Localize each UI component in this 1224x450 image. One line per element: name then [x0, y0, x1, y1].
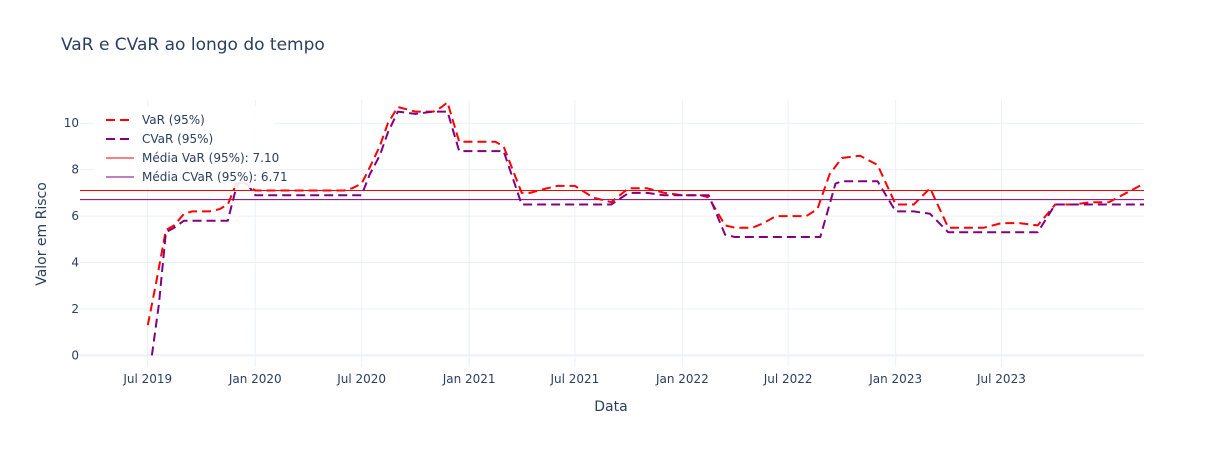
legend-label: Média VaR (95%): 7.10: [142, 151, 279, 165]
y-tick-label: 8: [71, 163, 79, 177]
x-tick-label: Jan 2023: [868, 372, 922, 386]
series-line: [146, 101, 1145, 326]
chart-title: VaR e CVaR ao longo do tempo: [61, 35, 325, 55]
y-axis-title: Valor em Risco: [34, 182, 50, 286]
series-lines: [146, 101, 1145, 356]
x-tick-label: Jul 2023: [976, 372, 1026, 386]
legend-label: CVaR (95%): [142, 132, 213, 146]
x-tick-labels: Jul 2019 Jan 2020 Jul 2020 Jan 2021 Jul 2021…: [122, 372, 1025, 386]
x-tick-label: Jan 2021: [442, 372, 496, 386]
x-tick-label: Jul 2021: [549, 372, 599, 386]
legend-label: VaR (95%): [142, 113, 205, 127]
y-tick-label: 0: [71, 348, 79, 362]
x-tick-label: Jul 2019: [122, 372, 172, 386]
x-tick-label: Jul 2020: [336, 372, 386, 386]
y-tick-label: 2: [71, 302, 79, 316]
y-tick-label: 10: [64, 116, 79, 130]
y-tick-label: 4: [71, 256, 79, 270]
y-tick-labels: 0 2 4 6 8 10: [64, 116, 79, 362]
legend-label: Média CVaR (95%): 6.71: [142, 170, 288, 184]
x-tick-label: Jul 2022: [763, 372, 813, 386]
y-tick-label: 6: [71, 209, 79, 223]
x-tick-label: Jan 2020: [228, 372, 282, 386]
legend: VaR (95%) CVaR (95%) Média VaR (95%): 7.10…: [94, 106, 288, 188]
x-tick-label: Jan 2022: [655, 372, 709, 386]
x-axis-title: Data: [594, 399, 627, 415]
